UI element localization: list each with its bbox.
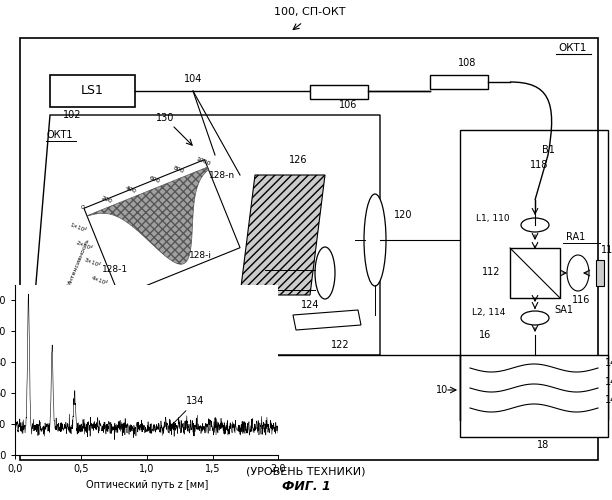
Polygon shape	[84, 160, 240, 296]
Ellipse shape	[521, 311, 549, 325]
Text: Интенсивность: Интенсивность	[67, 238, 91, 286]
Text: 1×10⁴: 1×10⁴	[69, 222, 86, 234]
Text: L2, 114: L2, 114	[472, 308, 506, 316]
Text: ОКТ1: ОКТ1	[559, 43, 587, 53]
Text: LS1: LS1	[81, 84, 103, 98]
Text: 800: 800	[173, 166, 185, 174]
Text: 108: 108	[458, 58, 476, 68]
Text: 100, СП-ОКТ: 100, СП-ОКТ	[274, 7, 346, 17]
Ellipse shape	[567, 255, 589, 291]
Text: 128-i: 128-i	[188, 250, 212, 260]
Ellipse shape	[364, 194, 386, 286]
Text: L1, 110: L1, 110	[476, 214, 510, 222]
Text: 5×10⁴: 5×10⁴	[97, 292, 115, 304]
Text: 122: 122	[330, 340, 349, 350]
Ellipse shape	[521, 218, 549, 232]
Bar	[596, 260, 604, 286]
Text: 600: 600	[149, 176, 161, 184]
Bar	[510, 248, 560, 298]
Text: 116: 116	[572, 295, 590, 305]
Bar	[20, 38, 598, 460]
Text: 3×10⁴: 3×10⁴	[83, 258, 100, 268]
Text: 120: 120	[394, 210, 412, 220]
Text: 4×10⁴: 4×10⁴	[90, 275, 108, 286]
Bar	[460, 130, 608, 420]
Text: B1: B1	[542, 145, 555, 155]
Bar	[310, 85, 368, 99]
Text: 18: 18	[537, 440, 549, 450]
Text: 118: 118	[530, 160, 548, 170]
Text: 104: 104	[184, 74, 202, 84]
Text: 16: 16	[479, 330, 491, 340]
Text: 0: 0	[80, 204, 85, 210]
Text: 130: 130	[156, 113, 174, 123]
Text: RA1: RA1	[566, 232, 586, 242]
Text: 117: 117	[601, 245, 612, 255]
Text: 14: 14	[605, 358, 612, 368]
Text: 102: 102	[63, 110, 81, 120]
Bar	[50, 75, 135, 107]
Text: 10: 10	[436, 385, 448, 395]
Text: ФИГ. 1: ФИГ. 1	[282, 480, 330, 494]
Text: 2×10⁴: 2×10⁴	[76, 240, 94, 251]
Polygon shape	[293, 310, 361, 330]
Polygon shape	[87, 167, 209, 264]
Text: 132: 132	[111, 335, 129, 345]
Polygon shape	[240, 175, 325, 295]
Text: (УРОВЕНЬ ТЕХНИКИ): (УРОВЕНЬ ТЕХНИКИ)	[246, 466, 366, 476]
Text: 128-n: 128-n	[209, 170, 235, 179]
Text: 1000: 1000	[195, 156, 211, 166]
Polygon shape	[75, 303, 133, 323]
Text: ОКТ1: ОКТ1	[47, 130, 73, 140]
Text: 126: 126	[289, 155, 307, 165]
Ellipse shape	[315, 247, 335, 299]
Text: 106: 106	[339, 100, 357, 110]
Text: 128-1: 128-1	[102, 266, 128, 274]
Text: 124: 124	[300, 300, 319, 310]
X-axis label: Оптический путь z [мм]: Оптический путь z [мм]	[86, 480, 208, 490]
Text: 112: 112	[482, 267, 500, 277]
Bar	[460, 355, 608, 437]
Text: SA1: SA1	[554, 305, 573, 315]
Text: 134: 134	[170, 396, 205, 428]
Text: 400: 400	[124, 185, 137, 194]
Text: 14": 14"	[605, 395, 612, 405]
Bar	[430, 75, 488, 89]
Text: 14': 14'	[605, 377, 612, 387]
Text: 200: 200	[100, 195, 113, 204]
